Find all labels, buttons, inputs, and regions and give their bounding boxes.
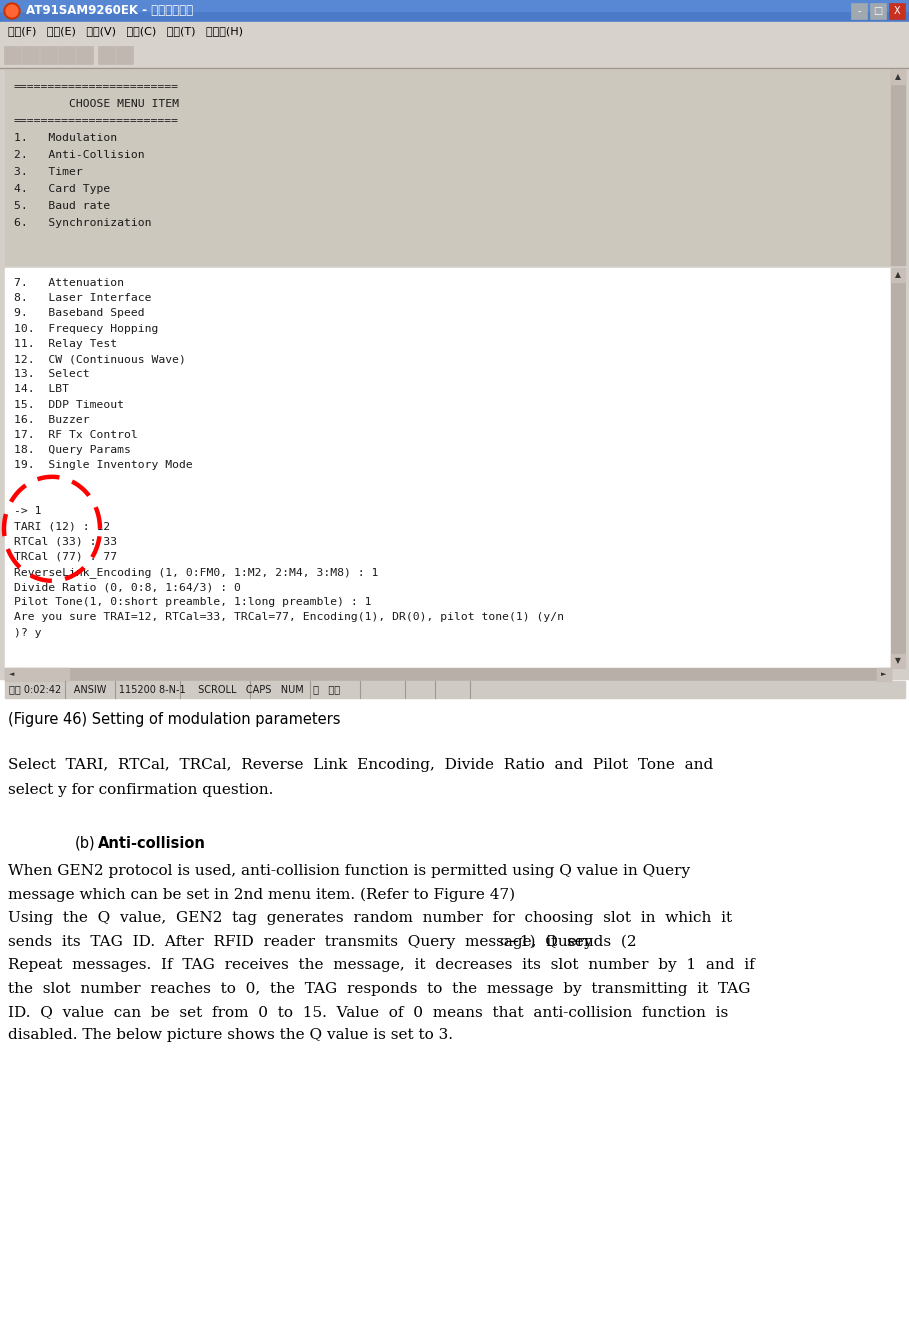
Text: 5.   Baud rate: 5. Baud rate (14, 201, 110, 212)
Bar (889, 3, 905, 19)
Text: AT91SAM9260EK - 하이퍼터미널: AT91SAM9260EK - 하이퍼터미널 (26, 4, 193, 17)
Text: Select  TARI,  RTCal,  TRCal,  Reverse  Link  Encoding,  Divide  Ratio  and  Pil: Select TARI, RTCal, TRCal, Reverse Link … (8, 758, 714, 773)
Bar (76, 46, 93, 64)
Bar (891, 268, 905, 283)
Text: RTCal (33) : 33: RTCal (33) : 33 (14, 537, 117, 546)
Text: ▲: ▲ (895, 72, 901, 82)
Text: 연결 0:02:42    ANSIW    115200 8-N-1    SCROLL   CAPS   NUM   파   에코: 연결 0:02:42 ANSIW 115200 8-N-1 SCROLL CAP… (9, 684, 340, 695)
Text: (b): (b) (75, 836, 95, 852)
Bar (22, 46, 39, 64)
Text: message which can be set in 2nd menu item. (Refer to Figure 47): message which can be set in 2nd menu ite… (8, 888, 515, 902)
Bar (4, 46, 21, 64)
Text: X: X (894, 5, 900, 16)
Bar (58, 46, 75, 64)
Text: -: - (857, 5, 861, 16)
Text: 17.  RF Tx Control: 17. RF Tx Control (14, 430, 138, 441)
Text: 10.  Frequecy Hopping: 10. Frequecy Hopping (14, 324, 158, 333)
Text: Pilot Tone(1, 0:short preamble, 1:long preamble) : 1: Pilot Tone(1, 0:short preamble, 1:long p… (14, 597, 372, 607)
Circle shape (4, 3, 20, 19)
Text: When GEN2 protocol is used, anti-collision function is permitted using Q value i: When GEN2 protocol is used, anti-collisi… (8, 864, 690, 878)
Text: 13.  Select: 13. Select (14, 370, 90, 379)
Text: the  slot  number  reaches  to  0,  the  TAG  responds  to  the  message  by  tr: the slot number reaches to 0, the TAG re… (8, 981, 751, 995)
Text: Divide Ratio (0, 0:8, 1:64/3) : 0: Divide Ratio (0, 0:8, 1:64/3) : 0 (14, 582, 241, 592)
Text: ReverseLink_Encoding (1, 0:FM0, 1:M2, 2:M4, 3:M8) : 1: ReverseLink_Encoding (1, 0:FM0, 1:M2, 2:… (14, 566, 378, 577)
Text: 7.   Attenuation: 7. Attenuation (14, 279, 124, 288)
Text: 11.  Relay Test: 11. Relay Test (14, 339, 117, 348)
Text: 3.   Timer: 3. Timer (14, 167, 83, 177)
Bar (0, 40, 909, 68)
Text: 15.  DDP Timeout: 15. DDP Timeout (14, 399, 124, 410)
Text: 파일(F)   편집(E)   보기(V)   호용(C)   전송(T)   도움말(H): 파일(F) 편집(E) 보기(V) 호용(C) 전송(T) 도움말(H) (8, 25, 243, 36)
Text: CHOOSE MENU ITEM: CHOOSE MENU ITEM (14, 99, 179, 108)
Text: TRCal (77) : 77: TRCal (77) : 77 (14, 552, 117, 561)
Bar (851, 3, 867, 19)
Text: Repeat  messages.  If  TAG  receives  the  message,  it  decreases  its  slot  n: Repeat messages. If TAG receives the mes… (8, 957, 754, 972)
Bar (891, 268, 905, 668)
Circle shape (6, 5, 18, 17)
Text: 2.   Anti-Collision: 2. Anti-Collision (14, 150, 145, 159)
Text: sends  its  TAG  ID.  After  RFID  reader  transmits  Query  message,  it  sends: sends its TAG ID. After RFID reader tran… (8, 935, 636, 949)
Text: ◄: ◄ (9, 671, 15, 678)
Text: 12.  CW (Continuous Wave): 12. CW (Continuous Wave) (14, 353, 185, 364)
Bar (98, 46, 115, 64)
Bar (116, 46, 133, 64)
Text: 4.   Card Type: 4. Card Type (14, 183, 110, 194)
Text: −1)  Query: −1) Query (507, 935, 594, 949)
Text: ▲: ▲ (895, 270, 901, 280)
Text: □: □ (874, 5, 883, 16)
Text: 16.  Buzzer: 16. Buzzer (14, 415, 90, 424)
Text: 1.   Modulation: 1. Modulation (14, 133, 117, 143)
Text: 8.   Laser Interface: 8. Laser Interface (14, 293, 152, 303)
Text: Anti-collision: Anti-collision (98, 836, 205, 852)
Bar (0, 0, 909, 679)
Text: (Figure 46) Setting of modulation parameters: (Figure 46) Setting of modulation parame… (8, 712, 341, 727)
Bar (891, 70, 905, 84)
Text: ►: ► (882, 671, 886, 678)
Text: 9.   Baseband Speed: 9. Baseband Speed (14, 308, 145, 319)
Text: ▼: ▼ (895, 656, 901, 665)
Bar (0, 0, 909, 11)
Text: Are you sure TRAI=12, RTCal=33, TRCal=77, Encoding(1), DR(0), pilot tone(1) (y/n: Are you sure TRAI=12, RTCal=33, TRCal=77… (14, 612, 564, 623)
Text: select y for confirmation question.: select y for confirmation question. (8, 783, 274, 797)
Bar (5, 682, 905, 698)
Bar (0, 0, 909, 21)
Bar (877, 668, 891, 682)
Bar (19, 668, 69, 682)
Text: ========================: ======================== (14, 116, 179, 126)
Text: Using  the  Q  value,  GEN2  tag  generates  random  number  for  choosing  slot: Using the Q value, GEN2 tag generates ra… (8, 911, 732, 925)
Text: ========================: ======================== (14, 82, 179, 92)
Text: -> 1: -> 1 (14, 506, 42, 516)
Text: )? y: )? y (14, 628, 42, 637)
Text: TARI (12) : 12: TARI (12) : 12 (14, 521, 110, 532)
Text: 18.  Query Params: 18. Query Params (14, 445, 131, 455)
Bar (5, 668, 891, 682)
Text: ID.  Q  value  can  be  set  from  0  to  15.  Value  of  0  means  that  anti-c: ID. Q value can be set from 0 to 15. Val… (8, 1006, 728, 1019)
Text: 6.   Synchronization: 6. Synchronization (14, 218, 152, 228)
Bar (0, 21, 909, 40)
Bar (40, 46, 57, 64)
Bar (5, 268, 905, 668)
Text: 19.  Single Inventory Mode: 19. Single Inventory Mode (14, 461, 193, 470)
Bar (891, 70, 905, 265)
Text: disabled. The below picture shows the Q value is set to 3.: disabled. The below picture shows the Q … (8, 1028, 453, 1043)
Bar (5, 70, 905, 265)
Bar (870, 3, 886, 19)
Text: Q: Q (499, 937, 508, 947)
Bar (5, 668, 19, 682)
Bar (891, 653, 905, 668)
Text: 14.  LBT: 14. LBT (14, 384, 69, 395)
